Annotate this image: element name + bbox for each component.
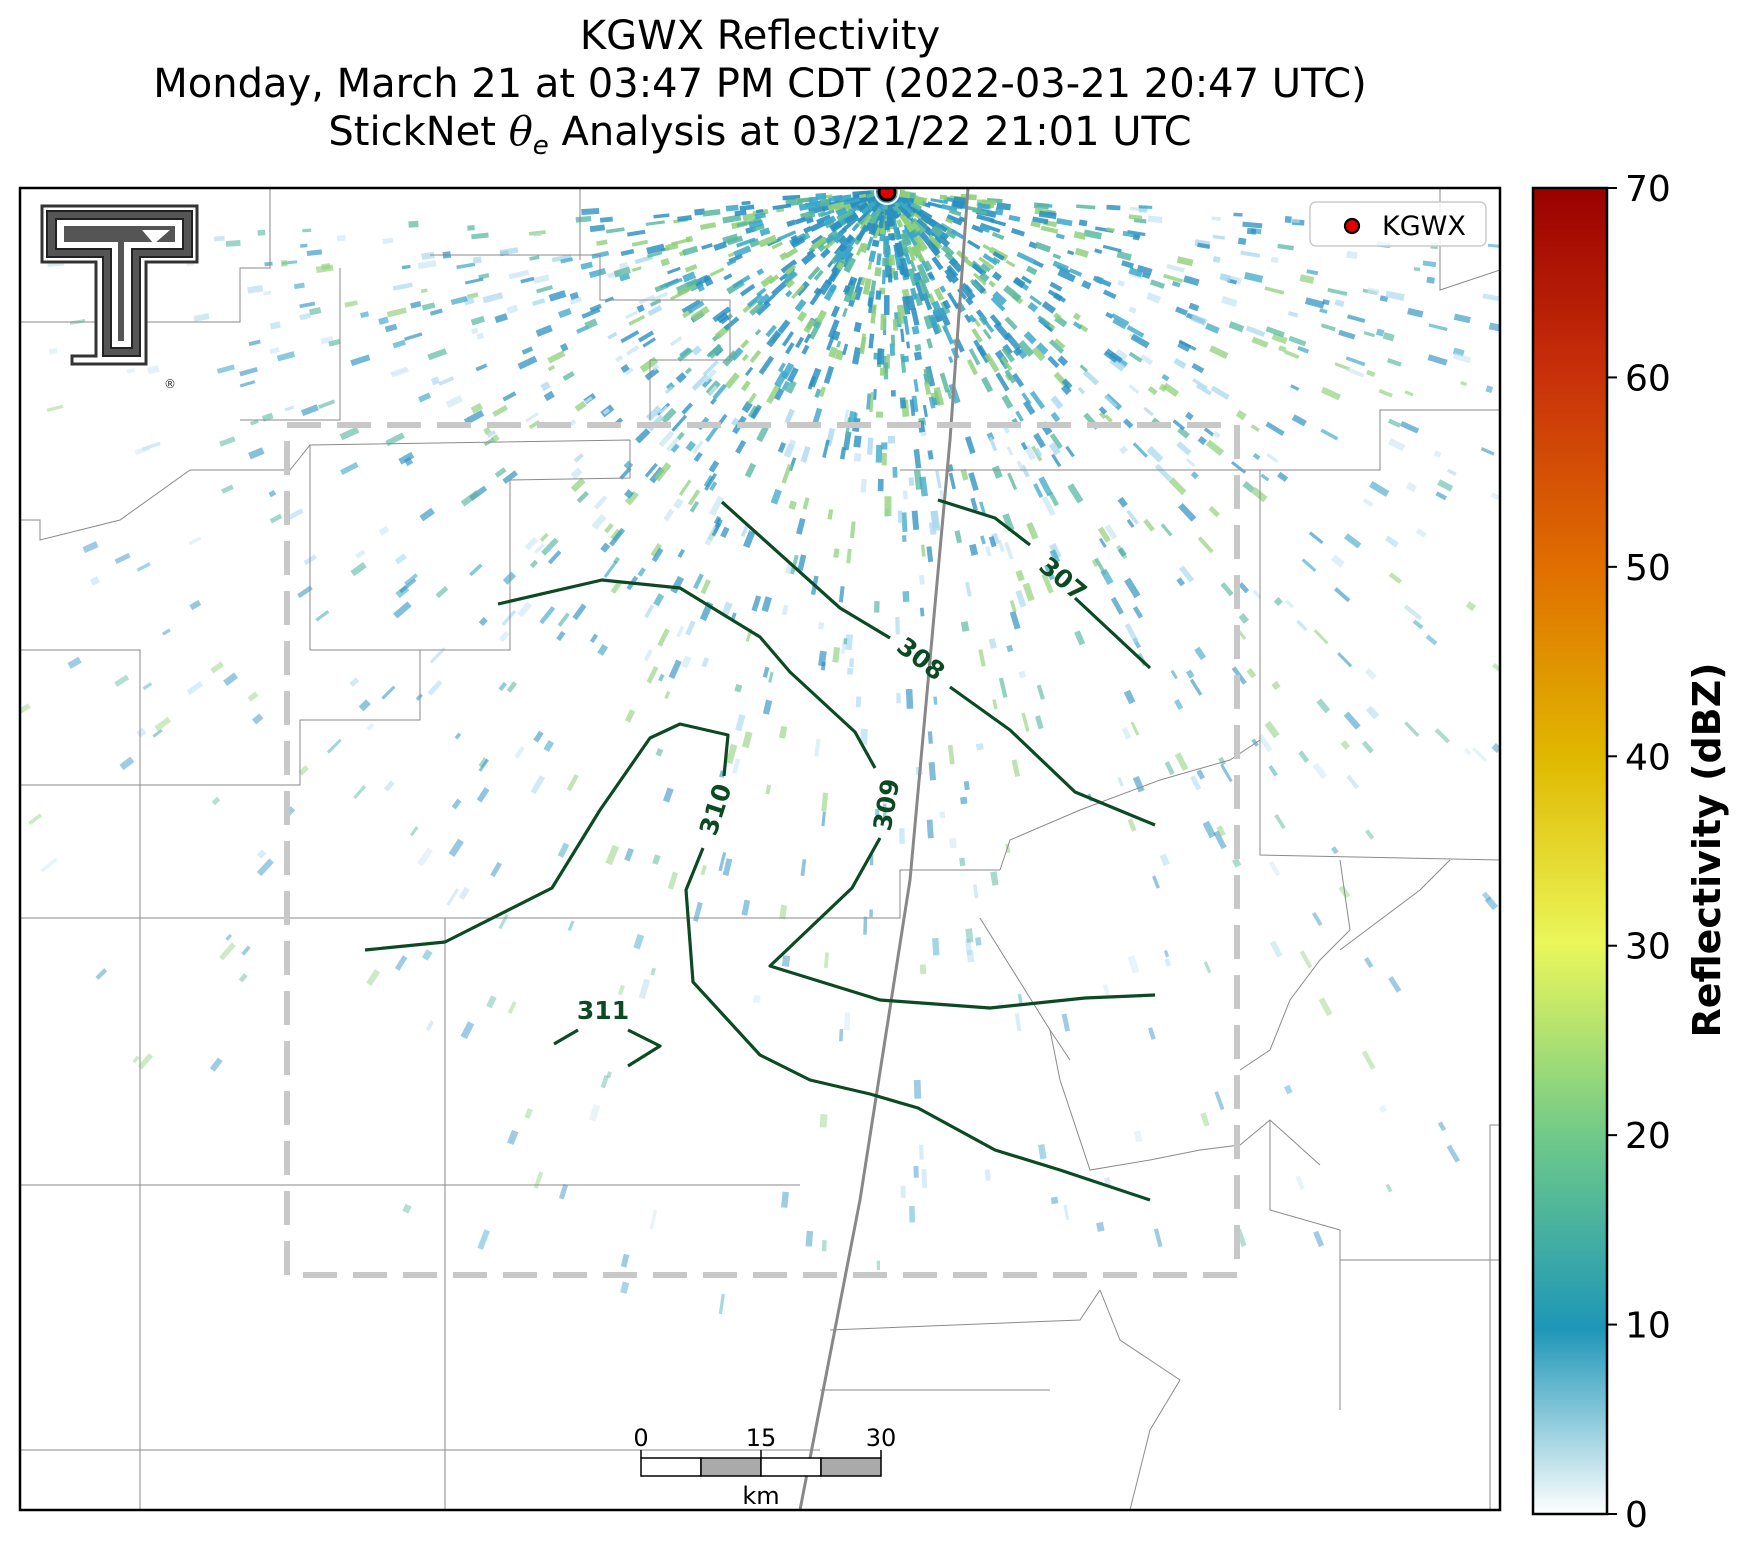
colorbar-tick-label: 40 bbox=[1625, 737, 1671, 778]
map-frame bbox=[18, 186, 1502, 1512]
colorbar-tick-label: 10 bbox=[1625, 1306, 1671, 1347]
colorbar-ticks: 0 10 20 30 40 50 60 70 bbox=[1607, 169, 1671, 1536]
figure-title: KGWX Reflectivity Monday, March 21 at 03… bbox=[0, 12, 1520, 170]
title-analysis: StickNet θe Analysis at 03/21/22 21:01 U… bbox=[0, 108, 1520, 170]
contour-308 bbox=[720, 500, 1156, 827]
scale-bar: 0 15 30 km bbox=[633, 1424, 896, 1510]
title-analysis-prefix: StickNet bbox=[328, 109, 509, 155]
legend: KGWX bbox=[1309, 201, 1487, 247]
registered-mark: ® bbox=[164, 377, 176, 391]
scale-tick-15: 15 bbox=[746, 1424, 777, 1452]
theta-symbol: θ bbox=[508, 109, 533, 155]
contour-label-311: 311 bbox=[577, 996, 629, 1025]
contour-label-307: 307 bbox=[1034, 551, 1093, 607]
legend-marker-icon bbox=[1343, 217, 1361, 235]
kgwx-radar-site-marker bbox=[877, 188, 897, 202]
texas-tech-logo: ® bbox=[40, 204, 199, 391]
scale-tick-0: 0 bbox=[633, 1424, 648, 1452]
contour-label-309: 309 bbox=[868, 777, 906, 833]
theta-subscript: e bbox=[532, 131, 549, 161]
colorbar-tick-label: 20 bbox=[1625, 1116, 1671, 1157]
contour-310 bbox=[364, 722, 1151, 1202]
radar-echoes bbox=[20, 188, 1500, 1315]
colorbar-tick-label: 70 bbox=[1625, 169, 1671, 210]
contour-label-310: 310 bbox=[694, 780, 738, 839]
colorbar-gradient bbox=[1531, 186, 1609, 1516]
colorbar: 0 10 20 30 40 50 60 70 Reflectivity (dBZ) bbox=[1531, 169, 1729, 1536]
county-boundaries bbox=[20, 188, 1500, 1510]
colorbar-tick-label: 30 bbox=[1625, 927, 1671, 968]
title-radar-name: KGWX Reflectivity bbox=[579, 13, 941, 59]
contour-309 bbox=[497, 578, 1156, 1010]
analysis-domain-box bbox=[284, 422, 1240, 1278]
contour-label-308: 308 bbox=[891, 631, 950, 686]
scale-tick-30: 30 bbox=[866, 1424, 897, 1452]
colorbar-tick-label: 50 bbox=[1625, 548, 1671, 589]
title-analysis-suffix: Analysis at 03/21/22 21:01 UTC bbox=[548, 109, 1192, 155]
colorbar-tick-label: 60 bbox=[1625, 358, 1671, 399]
legend-label: KGWX bbox=[1382, 211, 1466, 242]
scale-unit: km bbox=[742, 1482, 779, 1510]
contour-307 bbox=[937, 498, 1152, 670]
colorbar-tick-label: 0 bbox=[1625, 1495, 1648, 1536]
theta-e-contours bbox=[364, 498, 1156, 1202]
highway bbox=[798, 188, 970, 1510]
title-timestamp: Monday, March 21 at 03:47 PM CDT (2022-0… bbox=[153, 61, 1367, 107]
colorbar-label: Reflectivity (dBZ) bbox=[1685, 662, 1729, 1037]
contour-311 bbox=[553, 1028, 662, 1068]
